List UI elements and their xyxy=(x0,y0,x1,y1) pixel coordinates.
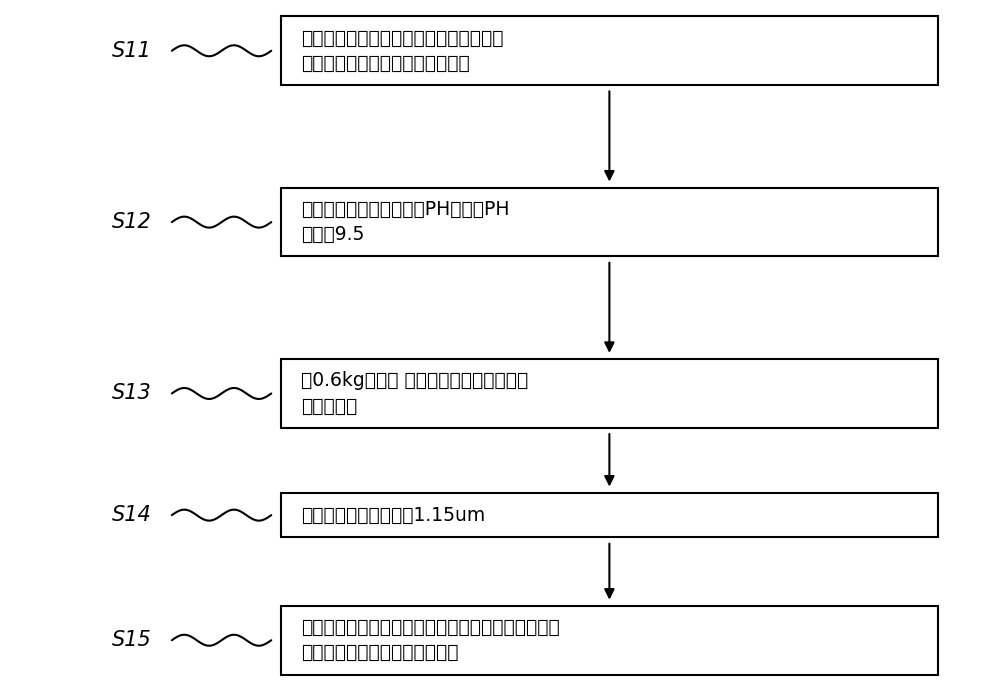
Text: S14: S14 xyxy=(112,505,152,525)
Text: S12: S12 xyxy=(112,212,152,232)
Text: S11: S11 xyxy=(112,41,152,61)
Text: 使用氨水调节研磨介质的PH值，使PH
值达到9.5: 使用氨水调节研磨介质的PH值，使PH 值达到9.5 xyxy=(301,200,510,244)
Text: S15: S15 xyxy=(112,630,152,650)
Text: 将分散剂加入水中，搅拌均匀，使分散剂
能够充分溶解水中，作为研磨介质: 将分散剂加入水中，搅拌均匀，使分散剂 能够充分溶解水中，作为研磨介质 xyxy=(301,29,504,73)
Text: 将0.6kg料球、 研磨介质依次加入球磨罐
中进行研磨: 将0.6kg料球、 研磨介质依次加入球磨罐 中进行研磨 xyxy=(301,372,528,415)
FancyBboxPatch shape xyxy=(281,188,938,256)
FancyBboxPatch shape xyxy=(281,359,938,428)
Text: S13: S13 xyxy=(112,384,152,404)
FancyBboxPatch shape xyxy=(281,17,938,85)
FancyBboxPatch shape xyxy=(281,606,938,674)
FancyBboxPatch shape xyxy=(281,493,938,538)
Text: 得到铁氧体球磨料浆，经过经过水洗、回火、干燥、
高粉后获得粘结永磁铁氧体磁粉: 得到铁氧体球磨料浆，经过经过水洗、回火、干燥、 高粉后获得粘结永磁铁氧体磁粉 xyxy=(301,618,560,662)
Text: 将球磨料浆粒度研磨至1.15um: 将球磨料浆粒度研磨至1.15um xyxy=(301,506,485,524)
